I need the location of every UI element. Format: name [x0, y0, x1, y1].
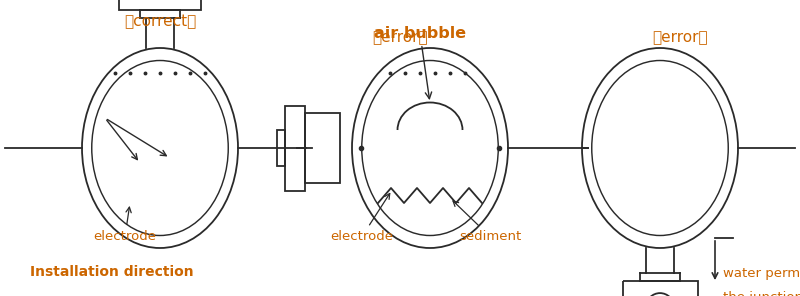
Bar	[119, 0, 201, 10]
Text: （error）: （error）	[652, 30, 708, 46]
Bar	[622, 281, 698, 296]
Text: sediment: sediment	[453, 201, 521, 243]
Text: air bubble: air bubble	[374, 26, 466, 99]
Text: （correct）: （correct）	[124, 15, 196, 30]
Text: （error）: （error）	[372, 30, 428, 46]
Text: Installation direction: Installation direction	[30, 265, 194, 279]
Text: electrode: electrode	[330, 194, 394, 243]
Bar	[305, 113, 339, 183]
Bar	[285, 105, 305, 191]
Bar	[277, 130, 285, 166]
Text: water permeates: water permeates	[723, 266, 800, 279]
Text: electrode: electrode	[94, 207, 157, 243]
Text: the junction box: the junction box	[723, 290, 800, 296]
